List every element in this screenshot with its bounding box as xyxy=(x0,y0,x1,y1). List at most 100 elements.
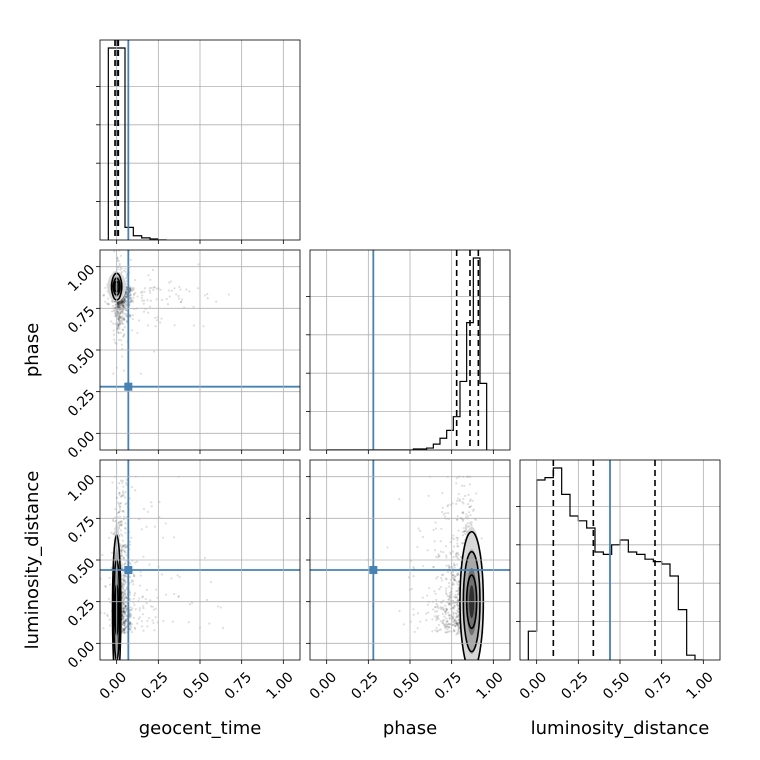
sample-point xyxy=(120,267,123,270)
sample-point xyxy=(456,545,459,548)
sample-point xyxy=(122,602,125,606)
sample-point xyxy=(152,350,156,353)
sample-point xyxy=(448,598,451,601)
sample-point xyxy=(120,547,123,550)
sample-point xyxy=(121,300,124,303)
sample-point xyxy=(463,529,467,533)
sample-point xyxy=(132,580,135,583)
sample-point xyxy=(128,591,132,595)
sample-point xyxy=(148,563,151,566)
sample-point xyxy=(153,629,156,632)
sample-point xyxy=(432,608,435,611)
x-tick-label: 0.75 xyxy=(642,669,675,702)
sample-point xyxy=(453,578,456,582)
sample-point xyxy=(124,589,127,592)
sample-point xyxy=(122,577,125,580)
sample-point xyxy=(442,599,445,602)
sample-point xyxy=(221,626,225,630)
sample-point xyxy=(447,564,450,567)
sample-point xyxy=(129,314,132,317)
sample-point xyxy=(110,566,113,569)
sample-point xyxy=(122,515,126,518)
sample-point xyxy=(437,607,440,610)
sample-point xyxy=(97,571,99,573)
sample-point xyxy=(457,606,460,609)
sample-point xyxy=(448,625,451,628)
sample-point xyxy=(124,591,127,594)
sample-point xyxy=(120,303,124,306)
sample-point xyxy=(191,601,194,604)
sample-point xyxy=(149,278,152,281)
sample-point xyxy=(165,297,168,301)
sample-point xyxy=(117,511,120,514)
x-tick-label: 1.00 xyxy=(473,669,506,702)
sample-point xyxy=(124,277,128,280)
sample-point xyxy=(124,606,127,609)
sample-point xyxy=(154,324,157,328)
sample-point xyxy=(453,564,456,567)
sample-point xyxy=(122,621,125,625)
sample-point xyxy=(435,619,438,622)
sample-point xyxy=(118,318,121,321)
sample-point xyxy=(452,534,455,537)
sample-point xyxy=(444,631,447,634)
sample-point xyxy=(467,493,470,496)
sample-point xyxy=(444,545,448,548)
sample-point xyxy=(124,527,127,530)
sample-point xyxy=(121,618,124,621)
y-tick-label: 0.50 xyxy=(65,555,98,588)
sample-point xyxy=(122,610,125,614)
sample-point xyxy=(124,546,127,549)
sample-point xyxy=(125,478,128,481)
sample-point xyxy=(121,554,124,558)
sample-point xyxy=(452,595,456,598)
sample-point xyxy=(457,627,460,630)
sample-point xyxy=(131,329,134,332)
sample-point xyxy=(457,571,460,575)
sample-point xyxy=(457,580,461,583)
sample-point xyxy=(114,315,117,318)
truth-marker xyxy=(124,566,133,574)
sample-point xyxy=(454,625,457,628)
sample-point xyxy=(132,300,135,303)
sample-point xyxy=(123,297,127,301)
sample-point xyxy=(466,525,469,528)
sample-point xyxy=(436,629,439,633)
x-tick-label: 0.00 xyxy=(307,669,340,702)
sample-point xyxy=(123,299,126,302)
sample-point xyxy=(122,305,126,308)
sample-point xyxy=(117,301,120,304)
sample-point xyxy=(122,603,125,606)
sample-point xyxy=(118,309,121,312)
sample-point xyxy=(461,511,464,514)
sample-point xyxy=(123,326,126,329)
sample-point xyxy=(122,269,126,272)
sample-point xyxy=(170,577,173,580)
sample-point xyxy=(438,555,441,558)
sample-point xyxy=(153,286,156,289)
sample-point xyxy=(141,299,144,302)
sample-point xyxy=(116,301,120,304)
sample-point xyxy=(457,598,460,601)
sample-point xyxy=(122,616,125,620)
grid xyxy=(326,250,494,450)
sample-point xyxy=(122,304,125,307)
sample-point xyxy=(451,574,455,577)
sample-point xyxy=(119,303,122,306)
sample-point xyxy=(173,592,176,596)
sample-point xyxy=(125,273,128,276)
sample-point xyxy=(124,622,127,625)
sample-point xyxy=(119,315,122,319)
sample-point xyxy=(449,596,452,599)
sample-point xyxy=(145,588,149,591)
sample-point xyxy=(455,624,459,627)
sample-point xyxy=(452,615,455,618)
sample-point xyxy=(123,297,127,300)
sample-point xyxy=(169,280,173,283)
sample-point xyxy=(121,299,125,302)
sample-point xyxy=(121,613,124,616)
sample-point xyxy=(121,312,125,315)
sample-point xyxy=(123,629,126,632)
sample-point xyxy=(456,515,459,518)
